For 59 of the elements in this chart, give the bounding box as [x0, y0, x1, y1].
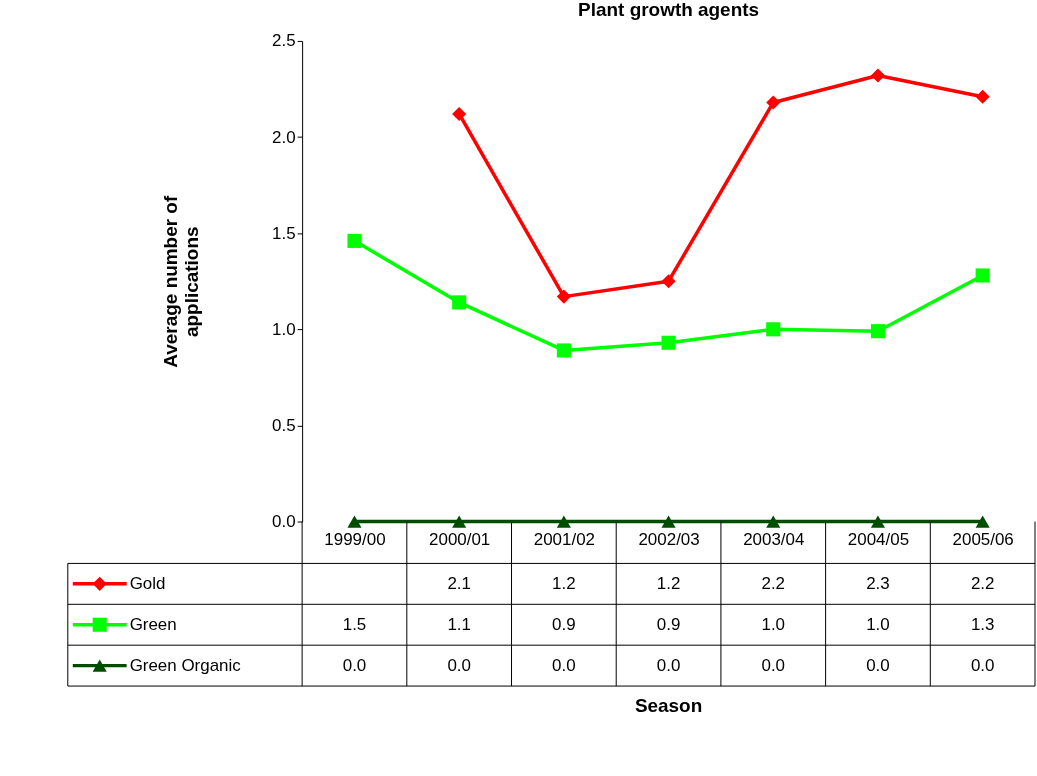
y-tick-label: 2.5 [272, 31, 296, 51]
legend-label: Green Organic [129, 655, 242, 675]
y-tick-label: 1.0 [272, 319, 296, 339]
data-label: 1.2 [656, 573, 681, 593]
chart-title: Plant growth agents [578, 0, 760, 21]
data-label: 0.0 [342, 655, 367, 675]
x-tick-label: 2005/06 [952, 529, 1014, 549]
x-tick-label: 1999/00 [324, 529, 386, 549]
y-tick-label: 0.0 [272, 512, 296, 532]
data-label: 1.1 [447, 614, 471, 634]
y-tick-label: 1.5 [272, 223, 296, 243]
legend-label: Green [129, 614, 177, 634]
point [975, 515, 990, 528]
point [870, 515, 886, 528]
point [975, 268, 990, 283]
data-label: 0.0 [761, 655, 786, 675]
x-tick-label: 2001/02 [533, 529, 595, 549]
point [452, 295, 467, 310]
data-label: 0.9 [552, 614, 576, 634]
x-tick-label: 2003/04 [743, 529, 805, 549]
point [975, 89, 990, 104]
x-tick-label: 2000/01 [429, 529, 491, 549]
x-tick-label: 2004/05 [847, 529, 910, 549]
point [452, 106, 467, 122]
point [661, 274, 676, 289]
data-label: 1.0 [761, 614, 786, 634]
data-label: 0.9 [656, 614, 681, 634]
point [661, 515, 676, 528]
point [870, 324, 886, 339]
point [556, 515, 571, 528]
data-label: 2.1 [447, 573, 471, 593]
y-tick-label: 2.0 [272, 127, 296, 147]
data-label: 0.0 [970, 655, 995, 675]
point [870, 68, 886, 83]
legend-label: Gold [129, 573, 166, 593]
data-label: 1.2 [552, 573, 576, 593]
data-label: 2.2 [970, 573, 995, 593]
point [452, 515, 467, 528]
point [766, 515, 781, 528]
data-label: 0.0 [552, 655, 576, 675]
text: Season [634, 694, 703, 716]
point [766, 95, 781, 110]
data-label: 1.0 [866, 614, 890, 634]
point [347, 515, 362, 528]
y-axis-title: Average number of applications [160, 195, 203, 368]
y-tick-label: 0.5 [272, 415, 296, 435]
data-label: 0.0 [656, 655, 681, 675]
data-label: 1.5 [342, 614, 367, 634]
data-label: 0.0 [866, 655, 890, 675]
data-label: 2.2 [761, 573, 786, 593]
point [766, 322, 781, 337]
data-label: 1.3 [970, 614, 995, 634]
point [347, 233, 362, 248]
point [556, 289, 571, 304]
x-tick-label: 2002/03 [638, 529, 700, 549]
data-label: 2.3 [866, 573, 890, 593]
data-label: 0.0 [447, 655, 471, 675]
point [556, 343, 571, 358]
point [661, 335, 676, 350]
